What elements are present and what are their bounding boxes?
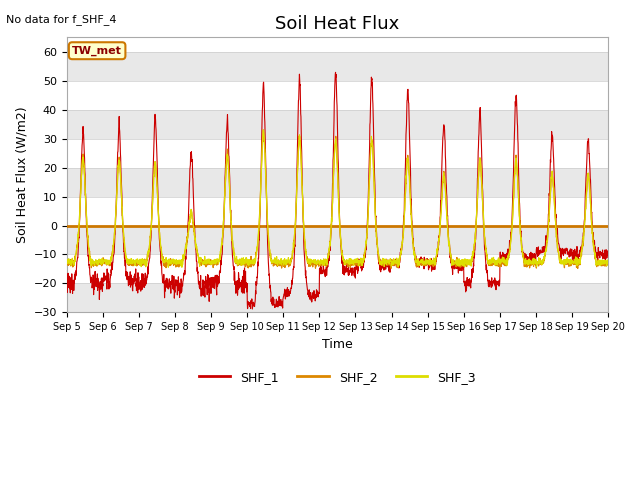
SHF_1	[557, 247, 564, 253]
Line: SHF_3: SHF_3	[67, 130, 608, 267]
SHF_2	[495, 262, 502, 267]
Bar	[67, 226, 608, 254]
SHF_1	[572, 249, 580, 255]
Bar	[67, 168, 608, 197]
SHF_3	[178, 264, 186, 270]
SHF_1	[63, 276, 70, 282]
SHF_1	[332, 70, 339, 75]
SHF_2	[574, 265, 582, 271]
SHF_3	[259, 127, 267, 132]
Bar	[67, 52, 608, 81]
SHF_1	[365, 163, 373, 169]
SHF_3	[365, 183, 373, 189]
SHF_3	[495, 259, 503, 264]
Bar	[67, 283, 608, 312]
SHF_2	[572, 260, 579, 266]
Title: Soil Heat Flux: Soil Heat Flux	[275, 15, 399, 33]
Bar	[67, 110, 608, 139]
SHF_1	[248, 306, 256, 312]
Line: SHF_1: SHF_1	[67, 72, 608, 309]
SHF_1	[604, 250, 612, 256]
SHF_2	[214, 259, 221, 264]
SHF_3	[557, 259, 564, 265]
Y-axis label: Soil Heat Flux (W/m2): Soil Heat Flux (W/m2)	[15, 107, 28, 243]
SHF_2	[365, 188, 372, 193]
SHF_3	[214, 256, 222, 262]
SHF_1	[353, 264, 361, 270]
Legend: SHF_1, SHF_2, SHF_3: SHF_1, SHF_2, SHF_3	[194, 366, 481, 389]
Text: No data for f_SHF_4: No data for f_SHF_4	[6, 14, 117, 25]
SHF_3	[63, 259, 70, 264]
SHF_2	[604, 261, 612, 266]
SHF_3	[572, 254, 580, 260]
SHF_1	[214, 282, 221, 288]
Text: TW_met: TW_met	[72, 46, 122, 56]
X-axis label: Time: Time	[322, 337, 353, 351]
SHF_3	[353, 257, 361, 263]
SHF_3	[604, 258, 612, 264]
SHF_2	[259, 127, 267, 133]
Line: SHF_2: SHF_2	[67, 130, 608, 268]
SHF_2	[353, 258, 361, 264]
SHF_2	[557, 257, 564, 263]
SHF_2	[63, 262, 70, 268]
SHF_1	[495, 283, 503, 289]
